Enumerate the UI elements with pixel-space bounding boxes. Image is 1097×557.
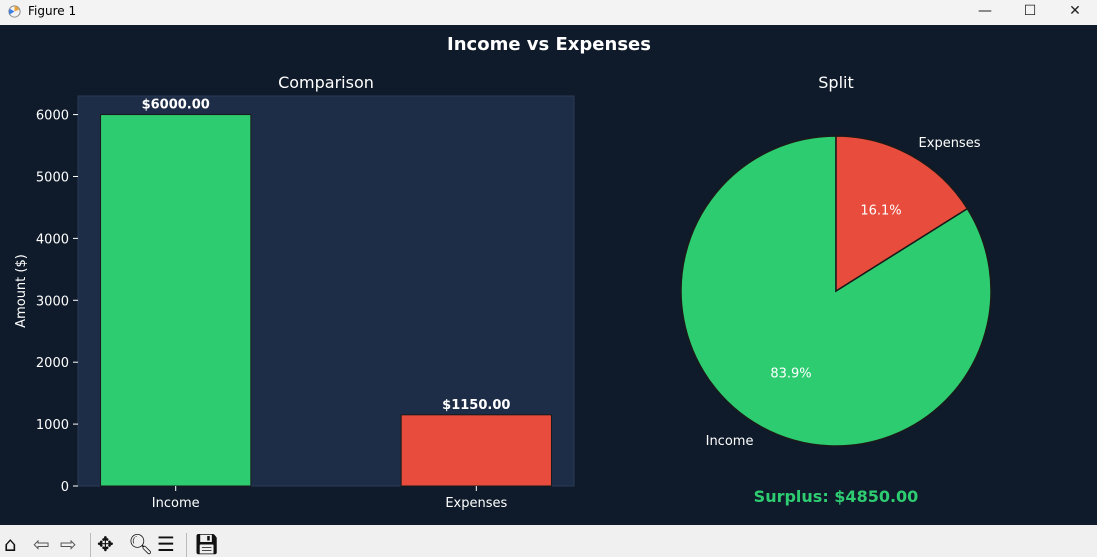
window-title: Figure 1 xyxy=(28,4,77,18)
y-tick-label: 0 xyxy=(61,480,69,495)
figure-canvas: Income vs Expenses Comparison Split Amou… xyxy=(0,25,1097,525)
y-tick-label: 6000 xyxy=(36,109,69,124)
chart-svg: Income vs Expenses Comparison Split Amou… xyxy=(14,34,992,511)
forward-arrow-icon[interactable]: ⇨ xyxy=(60,532,77,556)
bar-expenses xyxy=(400,414,552,487)
x-tick-label: Expenses xyxy=(445,496,507,511)
x-tick-label: Income xyxy=(152,496,200,511)
maximize-button[interactable]: ☐ xyxy=(1023,3,1037,19)
bar-data-label: $6000.00 xyxy=(142,98,210,113)
pan-icon[interactable]: ✥ xyxy=(97,532,114,556)
suptitle: Income vs Expenses xyxy=(447,34,651,55)
pie-title: Split xyxy=(818,73,853,92)
y-tick-label: 2000 xyxy=(36,356,69,371)
y-tick-label: 3000 xyxy=(36,294,69,309)
y-tick-label: 1000 xyxy=(36,418,69,433)
window-titlebar: Figure 1 — ☐ ✕ xyxy=(0,0,1097,25)
toolbar-separator xyxy=(186,533,187,557)
configure-subplots-icon[interactable]: ☰ xyxy=(157,532,175,556)
y-tick-label: 4000 xyxy=(36,232,69,247)
pie-pct-label: 16.1% xyxy=(860,204,901,219)
matplotlib-logo-icon xyxy=(8,5,21,18)
back-arrow-icon[interactable]: ⇦ xyxy=(33,532,50,556)
y-tick-label: 5000 xyxy=(36,170,69,185)
y-axis-label: Amount ($) xyxy=(14,254,29,328)
minimize-button[interactable]: — xyxy=(978,3,992,19)
pie-label: Income xyxy=(706,434,754,449)
home-icon[interactable]: ⌂ xyxy=(4,532,17,556)
close-button[interactable]: ✕ xyxy=(1069,3,1081,19)
save-icon[interactable]: 💾︎ xyxy=(194,532,220,556)
bar-income xyxy=(100,114,252,487)
pie-pct-label: 83.9% xyxy=(770,366,811,381)
bar-title: Comparison xyxy=(278,73,374,92)
toolbar-separator xyxy=(90,533,91,557)
toolbar xyxy=(0,525,1097,557)
surplus-text: Surplus: $4850.00 xyxy=(754,487,919,506)
bar-data-label: $1150.00 xyxy=(442,398,510,413)
pie-label: Expenses xyxy=(919,136,981,151)
pie-slice-expenses xyxy=(835,135,969,293)
zoom-icon[interactable]: 🔍︎ xyxy=(128,532,154,556)
